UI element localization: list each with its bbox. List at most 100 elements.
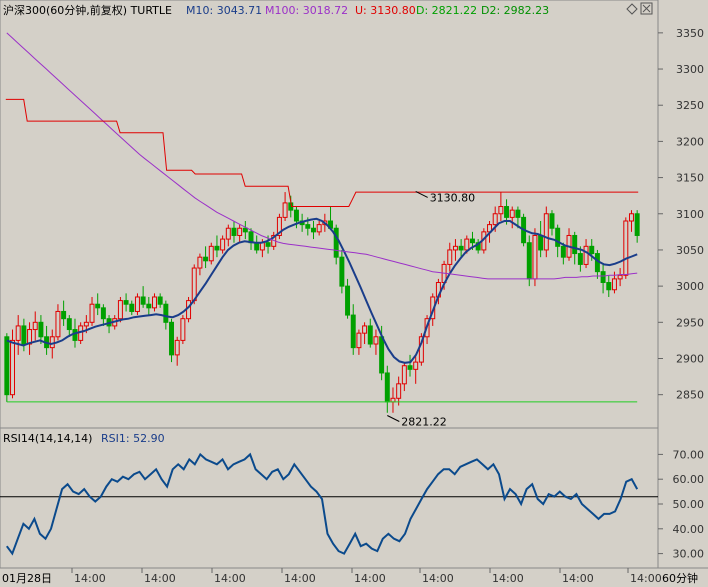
d-legend: D: 2821.22 [416, 4, 477, 17]
candle [413, 354, 419, 384]
candle [407, 354, 413, 377]
rsi-tick-label: 60.00 [673, 473, 705, 486]
candle [350, 304, 356, 355]
y-tick-label: 2850 [676, 389, 704, 402]
candle [214, 235, 220, 258]
candle [543, 206, 549, 258]
candle [61, 300, 67, 326]
candle [452, 239, 458, 261]
time-axis: 14:00 14:00 14:00 14:00 14:00 14:00 14:00 14:00… [0, 567, 708, 587]
candle [282, 192, 288, 221]
y-tick-label: 3150 [676, 172, 704, 185]
candle [38, 315, 44, 345]
candle [100, 304, 106, 326]
annotation-arrow [387, 415, 400, 422]
candle [345, 278, 351, 319]
y-tick-label: 3000 [676, 280, 704, 293]
candle [532, 228, 538, 287]
annotation-label: 2821.22 [401, 415, 447, 428]
settings-icon[interactable] [626, 3, 638, 15]
x-tick-label: 14:00 [74, 572, 106, 585]
close-icon[interactable] [640, 2, 653, 15]
candle [174, 336, 180, 366]
candle [367, 318, 373, 348]
candle [316, 221, 322, 236]
m100-line [6, 32, 638, 280]
candle [134, 293, 140, 316]
candle [220, 235, 226, 254]
m100-legend: M100: 3018.72 [265, 4, 348, 17]
candle [310, 221, 316, 240]
candle [89, 296, 95, 326]
d2-legend: D2: 2982.23 [481, 4, 549, 17]
candle [4, 333, 10, 402]
candle [373, 329, 379, 355]
candle [606, 275, 612, 297]
candle [169, 318, 175, 363]
candle [401, 362, 407, 392]
annotation-arrow [415, 191, 428, 198]
candle [333, 224, 339, 265]
candle [180, 315, 186, 345]
y-tick-label: 3100 [676, 208, 704, 221]
candle [498, 192, 504, 221]
x-tick-label: 14:00 [562, 572, 594, 585]
u-line [5, 98, 639, 207]
candle [549, 210, 555, 236]
candle [634, 210, 640, 243]
y-tick-label: 2900 [676, 352, 704, 365]
candle [617, 268, 623, 287]
y-tick-label: 3250 [676, 99, 704, 112]
candle [123, 293, 129, 312]
candle [117, 296, 123, 323]
candle [396, 376, 402, 406]
x-tick-label: 14:00 [630, 572, 662, 585]
candle [203, 246, 209, 269]
chart-title: 沪深300(60分钟,前复权) TURTLE [3, 3, 172, 17]
main-price-panel: 3350 3300 3250 3200 3150 3100 3050 3000 2950 2900… [0, 0, 704, 429]
candle [146, 296, 152, 316]
rsi-tick-label: 50.00 [673, 498, 705, 511]
candle [140, 286, 146, 308]
candle [560, 242, 566, 265]
x-tick-label: 14:00 [214, 572, 246, 585]
candle [163, 300, 169, 330]
period-label[interactable]: 60分钟 [662, 571, 698, 585]
candle [339, 249, 345, 294]
rsi-tick-label: 30.00 [673, 548, 705, 561]
candle [600, 264, 606, 294]
u-legend: U: 3130.80 [355, 4, 416, 17]
candle [356, 329, 362, 355]
rsi-tick-label: 40.00 [673, 523, 705, 536]
x-tick-label: 14:00 [422, 572, 454, 585]
candle [623, 217, 629, 279]
rsi1-legend: RSI1: 52.90 [101, 432, 165, 445]
candle [66, 315, 72, 337]
y-tick-label: 3200 [676, 135, 704, 148]
x-tick-label: 14:00 [354, 572, 386, 585]
candle [10, 329, 16, 399]
candle [15, 315, 21, 355]
candle [55, 304, 61, 341]
candle [157, 293, 163, 308]
y-tick-label: 3050 [676, 244, 704, 257]
candle [362, 322, 368, 345]
candle [583, 239, 589, 269]
x-tick-label: 14:00 [284, 572, 316, 585]
candle [628, 210, 634, 232]
candle [197, 253, 203, 276]
rsi-panel: 70.00 60.00 50.00 40.00 30.00 [0, 427, 705, 569]
candle [129, 300, 135, 316]
candle [231, 221, 237, 243]
y-tick-label: 2950 [676, 316, 704, 329]
candle [276, 213, 282, 240]
rsi1-line [5, 452, 639, 556]
x-tick-label: 14:00 [144, 572, 176, 585]
candle [237, 224, 243, 243]
m10-line [6, 217, 638, 364]
candle [225, 224, 231, 247]
candle [32, 311, 38, 341]
candle [509, 206, 515, 229]
candle [151, 293, 157, 312]
annotation-label: 3130.80 [430, 191, 476, 204]
